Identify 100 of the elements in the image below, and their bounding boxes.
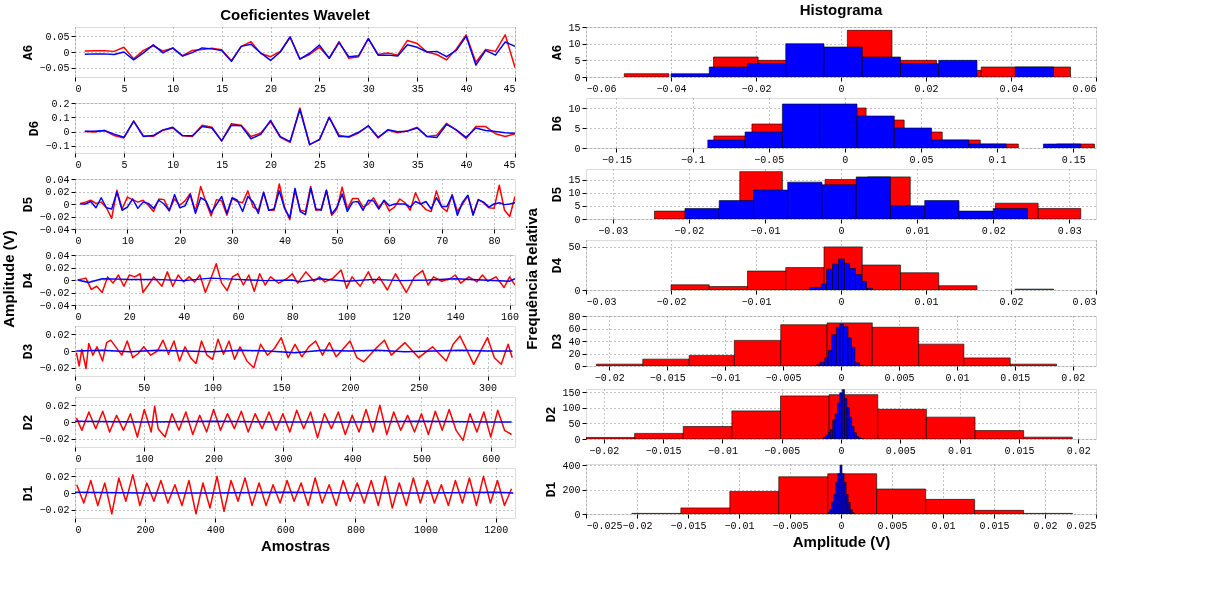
x-tick-label: 20 bbox=[123, 311, 136, 323]
x-tick-label: −0.01 bbox=[707, 445, 738, 457]
x-tick-label: −0.005 bbox=[772, 520, 809, 532]
x-tick-label: 100 bbox=[338, 311, 357, 323]
x-tick-label: 0.01 bbox=[931, 520, 956, 532]
x-tick-label: −0.01 bbox=[741, 296, 772, 308]
y-tick-label: 0.02 bbox=[45, 187, 70, 198]
x-tick-label: −0.04 bbox=[656, 83, 687, 95]
x-tick-label: 150 bbox=[272, 382, 291, 394]
y-tick-label: 0.04 bbox=[45, 174, 70, 186]
x-tick-label: −0.02 bbox=[622, 520, 653, 532]
y-tick-label: 0.2 bbox=[51, 98, 70, 110]
y-tick-label: 0 bbox=[63, 488, 70, 500]
x-tick-label: 400 bbox=[343, 453, 362, 465]
x-tick-label: 35 bbox=[411, 159, 424, 171]
x-tick-label: 10 bbox=[167, 159, 180, 171]
x-tick-label: 0 bbox=[838, 225, 845, 237]
x-tick-label: 50 bbox=[331, 235, 344, 247]
y-tick-label: 60 bbox=[568, 324, 581, 335]
x-tick-label: −0.01 bbox=[724, 520, 755, 532]
y-tick-label: 50 bbox=[568, 418, 581, 430]
x-tick-label: −0.015 bbox=[670, 520, 707, 532]
x-tick-label: 25 bbox=[313, 159, 326, 171]
x-tick-label: 5 bbox=[121, 83, 128, 95]
x-tick-label: 800 bbox=[346, 524, 365, 536]
y-tick-label: 0.02 bbox=[45, 329, 70, 341]
y-axis-title: D4 bbox=[550, 257, 566, 274]
x-tick-label: 0.005 bbox=[877, 520, 908, 532]
y-axis-title: D2 bbox=[544, 406, 560, 423]
x-tick-label: 0.01 bbox=[948, 445, 973, 457]
x-tick-label: 100 bbox=[203, 382, 223, 394]
x-tick-label: −0.02 bbox=[589, 445, 620, 457]
y-tick-label: 0 bbox=[63, 417, 70, 429]
y-tick-label: 15 bbox=[568, 22, 581, 34]
y-axis-title: D3 bbox=[21, 343, 37, 360]
x-tick-label: 0.02 bbox=[999, 296, 1024, 308]
x-tick-label: 0.015 bbox=[979, 520, 1010, 532]
y-tick-label: 0 bbox=[574, 285, 581, 297]
x-tick-label: 0.03 bbox=[1057, 225, 1082, 237]
x-tick-label: 30 bbox=[362, 83, 375, 95]
chart-title: Histograma bbox=[799, 1, 883, 18]
x-tick-label: −0.02 bbox=[674, 225, 705, 237]
x-tick-label: 80 bbox=[286, 311, 299, 323]
y-tick-label: 0.02 bbox=[45, 400, 70, 412]
y-tick-label: 0 bbox=[574, 72, 581, 84]
y-axis-title: D1 bbox=[544, 481, 560, 498]
x-tick-label: 40 bbox=[279, 235, 292, 247]
x-tick-label: −0.025 bbox=[586, 520, 623, 532]
x-tick-label: 140 bbox=[446, 311, 465, 323]
y-tick-label: 0.04 bbox=[45, 250, 70, 262]
x-tick-label: 0.02 bbox=[981, 225, 1006, 237]
x-tick-label: 1000 bbox=[414, 524, 439, 536]
x-tick-label: 0 bbox=[75, 235, 82, 247]
x-tick-label: 0 bbox=[838, 296, 845, 308]
y-tick-label: −0.05 bbox=[39, 63, 70, 75]
y-tick-label: 0.1 bbox=[51, 112, 70, 124]
y-tick-label: 5 bbox=[574, 201, 581, 213]
x-tick-label: −0.02 bbox=[594, 372, 625, 384]
x-tick-label: 600 bbox=[276, 524, 295, 536]
y-tick-label: 0 bbox=[574, 143, 581, 155]
text: Frequência Relativa bbox=[523, 207, 540, 350]
x-tick-label: 70 bbox=[436, 235, 449, 247]
x-tick-label: 300 bbox=[478, 382, 498, 394]
x-tick-label: 0 bbox=[75, 159, 82, 171]
x-tick-label: 250 bbox=[410, 382, 429, 394]
x-tick-label: −0.1 bbox=[681, 154, 706, 166]
y-tick-label: 10 bbox=[568, 188, 581, 200]
x-tick-label: −0.03 bbox=[598, 225, 629, 237]
x-tick-label: 0.005 bbox=[884, 372, 915, 384]
y-tick-label: 0 bbox=[574, 434, 581, 446]
x-tick-label: 160 bbox=[501, 311, 520, 323]
y-tick-label: 0 bbox=[63, 127, 70, 139]
y-tick-label: 0.05 bbox=[45, 31, 70, 43]
x-tick-label: 0 bbox=[838, 83, 845, 95]
x-tick-label: 0.03 bbox=[1072, 296, 1097, 308]
y-tick-label: −0.02 bbox=[39, 212, 70, 223]
x-tick-label: 1200 bbox=[484, 524, 509, 536]
y-axis-title: D5 bbox=[21, 196, 37, 213]
x-tick-label: 30 bbox=[362, 159, 375, 171]
x-tick-label: 0 bbox=[75, 524, 82, 536]
y-axis-title: A6 bbox=[550, 44, 566, 61]
x-tick-label: 20 bbox=[265, 159, 278, 171]
x-tick-label: 400 bbox=[206, 524, 225, 536]
x-tick-label: 200 bbox=[136, 524, 155, 536]
x-tick-label: 0.005 bbox=[885, 445, 916, 457]
y-tick-label: −0.02 bbox=[39, 434, 70, 446]
y-tick-label: 0 bbox=[63, 275, 70, 287]
text: Amplitude (V) bbox=[0, 230, 17, 328]
x-tick-label: 120 bbox=[392, 311, 411, 323]
y-tick-label: 10 bbox=[568, 39, 581, 51]
x-tick-label: 35 bbox=[411, 83, 424, 95]
x-tick-label: 0 bbox=[842, 154, 849, 166]
x-tick-label: −0.06 bbox=[586, 83, 617, 95]
x-tick-label: 200 bbox=[341, 382, 360, 394]
x-tick-label: −0.01 bbox=[750, 225, 781, 237]
y-axis-title: D6 bbox=[27, 120, 43, 137]
x-tick-label: 0.01 bbox=[945, 372, 970, 384]
y-tick-label: −0.02 bbox=[39, 288, 70, 299]
y-tick-label: 0 bbox=[574, 361, 581, 373]
x-tick-label: 0.15 bbox=[1061, 154, 1086, 166]
